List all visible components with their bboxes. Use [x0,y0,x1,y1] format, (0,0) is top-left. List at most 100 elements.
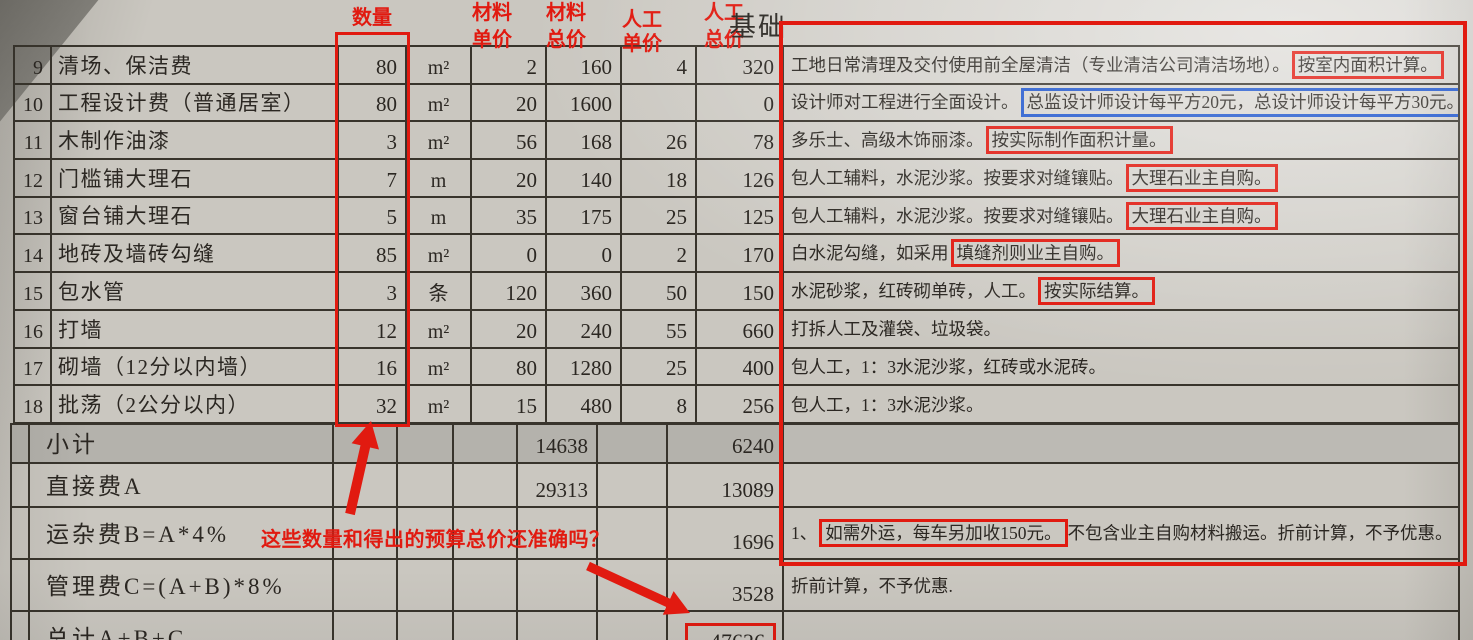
item-cell: 清场、保洁费 [50,45,339,85]
empty-cell [516,506,598,560]
unit-cell: m² [405,384,472,424]
labor-unit-price-cell: 25 [620,195,697,236]
labor-total-cell: 13089 [666,462,784,508]
remark-text: 打拆人工及灌袋、垃圾袋。 [791,319,1001,340]
labor-unit-price-cell: 25 [620,346,697,387]
remark-text: 不包含业主自购材料搬运。折前计算，不予优惠。 [1067,522,1453,543]
labor-unit-price-cell: 4 [620,45,697,85]
empty-cell [10,558,30,612]
table-row: 14 地砖及墙砖勾缝 85 m² 0 0 2 170 白水泥勾缝，如采用 填缝剂则… [13,233,1460,274]
remark-text: 多乐士、高级木饰丽漆。 [791,130,984,151]
remark-cell: 工地日常清理及交付使用前全屋清洁（专业清洁公司清洁场地）。 按室内面积计算。 [782,45,1460,85]
row-number-cell: 10 [13,82,52,123]
remark-cell: 设计师对工程进行全面设计。 总监设计师设计每平方20元，总设计师设计每平方30元。 [782,82,1460,123]
material-unit-price-cell: 20 [470,82,547,123]
empty-cell [396,506,454,560]
table-row: 13 窗台铺大理石 5 m 35 175 25 125 包人工辅料，水泥沙浆。按… [13,195,1460,236]
material-total-cell: 14638 [516,423,598,464]
summary-row: 总计A+B+C 47626 [10,610,1460,640]
qty-cell: 5 [337,195,407,236]
remark-cell: 包人工辅料，水泥沙浆。按要求对缝镶贴。 大理石业主自购。 [782,195,1460,236]
material-total-cell: 175 [545,195,622,236]
base-label: 基础 [729,12,787,42]
table-row: 11 木制作油漆 3 m² 56 168 26 78 多乐士、高级木饰丽漆。 按实… [13,120,1460,161]
empty-cell [10,610,30,640]
qty-column-annotation-box [335,32,410,427]
labor-unit-price-cell: 8 [620,384,697,424]
blue-highlight-box: 总监设计师设计每平方20元，总设计师设计每平方30元。 [1020,88,1457,117]
row-number-cell: 9 [13,45,52,85]
labor-total-cell: 126 [695,158,784,198]
material-total-cell: 29313 [516,462,598,508]
empty-cell [332,558,398,612]
material-unit-price-cell: 20 [470,158,547,198]
row-number-cell: 15 [13,271,52,311]
empty-cell [516,558,598,612]
empty-cell [452,423,518,464]
item-cell: 门槛铺大理石 [50,158,339,198]
table-row: 15 包水管 3 条 120 360 50 150 水泥砂浆，红砖砌单砖，人工。… [13,271,1460,311]
empty-cell [10,462,30,508]
qty-cell: 80 [337,82,407,123]
qty-column-label: 数量 [352,7,392,29]
row-number-cell: 13 [13,195,52,236]
qty-cell: 12 [337,308,407,349]
empty-cell [596,558,668,612]
remark-cell [782,462,1460,508]
item-cell: 工程设计费（普通居室） [50,82,339,123]
remark-cell: 1、 如需外运，每车另加收150元。 不包含业主自购材料搬运。折前计算，不予优惠。 [782,506,1460,560]
labor-total-cell: 320 [695,45,784,85]
row-number-cell: 14 [13,233,52,274]
red-highlight-box: 大理石业主自购。 [1125,201,1278,230]
budget-summary-table: 小计 14638 6240 直接费A 29313 13089 运杂费B=A*4%… [10,423,1460,640]
material-total-cell: 360 [545,271,622,311]
unit-cell: m² [405,45,472,85]
remark-cell: 包人工，1：3水泥沙浆，红砖或水泥砖。 [782,346,1460,387]
red-highlight-box: 按实际制作面积计量。 [985,126,1173,155]
remark-text: 设计师对工程进行全面设计。 [791,92,1019,113]
question-annotation-text: 这些数量和得出的预算总价还准确吗？ [261,529,610,551]
remark-cell: 包人工，1：3水泥沙浆。 [782,384,1460,424]
labor-unit-price-cell: 50 [620,271,697,311]
table-row: 12 门槛铺大理石 7 m 20 140 18 126 包人工辅料，水泥沙浆。按… [13,158,1460,198]
qty-cell: 3 [337,120,407,161]
item-cell: 地砖及墙砖勾缝 [50,233,339,274]
unit-cell: m² [405,308,472,349]
remark-cell: 打拆人工及灌袋、垃圾袋。 [782,308,1460,349]
remark-text: 1、 [791,522,818,543]
material-unit-price-cell: 35 [470,195,547,236]
remark-text: 水泥砂浆，红砖砌单砖，人工。 [791,280,1036,301]
remark-text: 包人工辅料，水泥沙浆。按要求对缝镶贴。 [791,205,1124,226]
summary-label-cell: 运杂费B=A*4% [28,506,334,560]
labor-total-cell: 150 [695,271,784,311]
material-unit-price-cell: 56 [470,120,547,161]
remark-cell: 折前计算，不予优惠. [782,558,1460,612]
material-unit-price-label: 材料 单价 [472,2,512,51]
labor-unit-price-label: 人工 单价 [622,9,662,55]
remark-text: 工地日常清理及交付使用前全屋清洁（专业清洁公司清洁场地）。 [791,54,1290,75]
remark-text: 包人工辅料，水泥沙浆。按要求对缝镶贴。 [791,167,1124,188]
summary-label-cell: 管理费C=(A+B)*8% [28,558,334,612]
red-highlight-box: 填缝剂则业主自购。 [950,239,1120,268]
remark-cell [782,423,1460,464]
summary-label-cell: 小计 [28,423,334,464]
remark-cell: 白水泥勾缝，如采用 填缝剂则业主自购。 [782,233,1460,274]
item-cell: 批荡（2公分以内） [50,384,339,424]
labor-total-cell: 1696 [666,506,784,560]
summary-label-cell: 总计A+B+C [28,610,334,640]
material-total-cell: 1280 [545,346,622,387]
remark-text: 包人工，1：3水泥沙浆。 [791,394,984,415]
empty-cell [596,610,668,640]
qty-cell: 85 [337,233,407,274]
material-unit-price-cell: 80 [470,346,547,387]
unit-cell: m [405,195,472,236]
empty-cell [396,610,454,640]
remark-cell: 水泥砂浆，红砖砌单砖，人工。 按实际结算。 [782,271,1460,311]
grand-total-cell: 47626 [666,610,784,640]
empty-cell [332,610,398,640]
qty-cell: 3 [337,271,407,311]
labor-total-cell: 170 [695,233,784,274]
material-unit-price-cell: 120 [470,271,547,311]
red-highlight-box: 如需外运，每车另加收150元。 [819,518,1068,548]
summary-row: 运杂费B=A*4% 1696 1、 如需外运，每车另加收150元。 不包含业主自购材… [10,506,1460,560]
